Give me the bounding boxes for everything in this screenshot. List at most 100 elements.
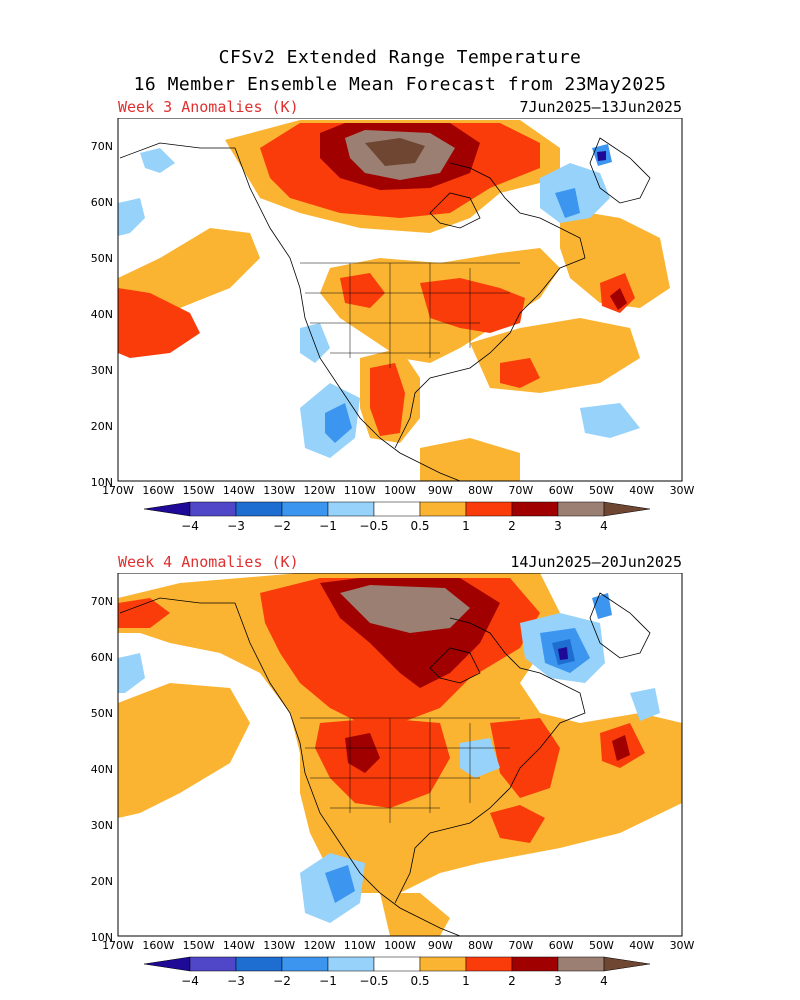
anomaly-shading xyxy=(420,438,520,481)
colorbar-swatch xyxy=(419,956,467,972)
coastlines xyxy=(119,137,651,482)
week3-label: Week 3 Anomalies (K) xyxy=(118,98,299,116)
lat-label: 70N xyxy=(91,140,113,153)
colorbar-swatch xyxy=(281,501,329,517)
anomaly-shading xyxy=(420,278,525,333)
lon-label: 120W xyxy=(303,939,335,952)
lon-label: 90W xyxy=(428,484,453,497)
lon-label: 160W xyxy=(142,939,174,952)
anomaly-shading xyxy=(345,733,380,773)
colorbar-swatch xyxy=(373,956,421,972)
lon-label: 140W xyxy=(223,939,255,952)
colorbar-swatch xyxy=(557,956,605,972)
anomaly-shading xyxy=(555,188,580,218)
lon-label: 90W xyxy=(428,939,453,952)
state-borders xyxy=(300,717,520,823)
week3-map-area xyxy=(117,118,683,482)
lon-label: 60W xyxy=(549,484,574,497)
anomaly-shading xyxy=(340,273,385,308)
lon-label: 130W xyxy=(263,939,295,952)
colorbar-swatch xyxy=(465,956,513,972)
week3-lat-axis: 70N 60N 50N 40N 30N 20N 10N xyxy=(91,140,113,489)
anomaly-shading xyxy=(325,403,352,443)
week4-label: Week 4 Anomalies (K) xyxy=(118,553,299,571)
lon-label: 150W xyxy=(183,939,215,952)
colorbar-label: −2 xyxy=(273,519,291,533)
colorbar-arrow-high xyxy=(603,956,651,972)
colorbar-swatch xyxy=(327,956,375,972)
lat-label: 20N xyxy=(91,875,113,888)
lon-label: 160W xyxy=(142,484,174,497)
colorbar-label: 2 xyxy=(508,974,516,988)
colorbar-label: 3 xyxy=(554,974,562,988)
colorbar-label: −1 xyxy=(319,519,337,533)
lat-label: 30N xyxy=(91,819,113,832)
anomaly-shading xyxy=(370,363,405,436)
lon-label: 140W xyxy=(223,484,255,497)
colorbar-swatch xyxy=(281,956,329,972)
lon-label: 110W xyxy=(344,939,376,952)
week3-dates: 7Jun2025–13Jun2025 xyxy=(519,98,682,116)
lon-label: 120W xyxy=(303,484,335,497)
colorbar-swatch xyxy=(511,956,559,972)
lon-label: 40W xyxy=(629,484,654,497)
anomaly-shading xyxy=(118,653,145,693)
lon-label: 70W xyxy=(508,484,533,497)
lon-label: 100W xyxy=(384,484,416,497)
anomaly-shading xyxy=(560,208,670,308)
lat-label: 10N xyxy=(91,931,113,944)
anomaly-shading xyxy=(612,735,630,761)
anomaly-shading xyxy=(380,893,450,936)
anomaly-shading xyxy=(118,288,200,358)
lon-label: 130W xyxy=(263,484,295,497)
anomaly-shading xyxy=(340,585,470,633)
anomaly-shading xyxy=(558,647,568,660)
colorbar-swatch xyxy=(327,501,375,517)
colorbar-label: 0.5 xyxy=(410,974,429,988)
week3-colorbar: −4 −3 −2 −1 −0.5 0.5 1 2 3 4 xyxy=(143,501,651,533)
colorbar-arrow-low xyxy=(143,501,191,517)
colorbar-label: −4 xyxy=(181,974,199,988)
lat-label: 30N xyxy=(91,364,113,377)
lon-label: 170W xyxy=(102,939,134,952)
colorbar-swatch xyxy=(419,501,467,517)
colorbar-label: −0.5 xyxy=(359,974,388,988)
colorbar-label: 1 xyxy=(462,519,470,533)
week4-panel: Week 4 Anomalies (K) 14Jun2025–20Jun2025 xyxy=(0,553,800,993)
lon-label: 50W xyxy=(589,484,614,497)
anomaly-shading xyxy=(365,138,425,166)
week4-colorbar: −4 −3 −2 −1 −0.5 0.5 1 2 3 4 xyxy=(143,956,651,988)
anomaly-shading xyxy=(630,688,660,721)
colorbar-label: −1 xyxy=(319,974,337,988)
week4-map: 70N 60N 50N 40N 30N 20N 10N 170W 160W 150W… xyxy=(91,573,695,988)
colorbar-swatch xyxy=(557,501,605,517)
title-line-2: 16 Member Ensemble Mean Forecast from 23… xyxy=(133,74,667,95)
anomaly-shading xyxy=(500,358,540,388)
lat-label: 50N xyxy=(91,707,113,720)
colorbar-label: 2 xyxy=(508,519,516,533)
lat-label: 50N xyxy=(91,252,113,265)
lon-label: 70W xyxy=(508,939,533,952)
lon-label: 80W xyxy=(468,484,493,497)
anomaly-shading xyxy=(597,151,606,161)
colorbar-swatch xyxy=(235,956,283,972)
anomaly-shading xyxy=(580,403,640,438)
colorbar-swatch xyxy=(465,501,513,517)
lat-label: 40N xyxy=(91,763,113,776)
colorbar-label: −0.5 xyxy=(359,519,388,533)
lat-label: 70N xyxy=(91,595,113,608)
lat-label: 60N xyxy=(91,651,113,664)
lon-label: 150W xyxy=(183,484,215,497)
lon-label: 170W xyxy=(102,484,134,497)
colorbar-label: 3 xyxy=(554,519,562,533)
anomaly-shading xyxy=(140,148,175,173)
anomaly-shading xyxy=(325,865,355,903)
lat-label: 60N xyxy=(91,196,113,209)
colorbar-swatch xyxy=(189,956,237,972)
colorbar-swatch xyxy=(189,501,237,517)
lon-label: 30W xyxy=(670,939,695,952)
colorbar-swatch xyxy=(373,501,421,517)
anomaly-shading xyxy=(300,323,330,363)
lat-label: 20N xyxy=(91,420,113,433)
colorbar-label: −3 xyxy=(227,974,245,988)
